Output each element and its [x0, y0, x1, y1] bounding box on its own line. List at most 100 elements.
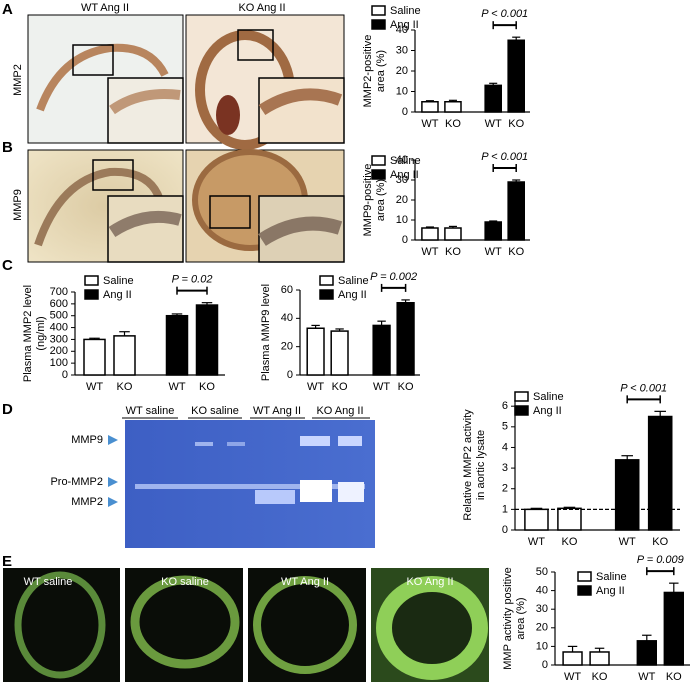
- legend-swatch: [514, 405, 529, 416]
- y-tick-label: 600: [50, 298, 68, 310]
- lane-label: KO Ang II: [316, 405, 363, 417]
- annotation: P < 0.001: [620, 382, 667, 394]
- legend-label: Saline: [103, 275, 134, 287]
- band-label: MMP9: [71, 434, 103, 446]
- x-tick-label: KO: [445, 246, 461, 258]
- bar: [524, 508, 549, 531]
- y-tick-label: 4: [502, 441, 508, 453]
- x-tick-label: WT: [528, 536, 545, 548]
- lane-label: KO saline: [191, 405, 239, 417]
- y-axis-label: area (%): [375, 179, 387, 221]
- x-tick-label: KO: [117, 381, 133, 393]
- legend-label: Ang II: [533, 405, 562, 417]
- x-tick-label: KO: [199, 381, 215, 393]
- legend-label: Saline: [390, 5, 421, 17]
- bar: [113, 335, 136, 376]
- bar: [83, 338, 106, 376]
- x-tick-label: WT: [485, 118, 502, 130]
- legend-label: Saline: [596, 571, 627, 583]
- bar: [557, 507, 582, 531]
- bar: [589, 651, 610, 666]
- x-tick-label: WT: [619, 536, 636, 548]
- x-tick-label: WT: [638, 671, 655, 683]
- x-tick-label: WT: [485, 246, 502, 258]
- y-tick-label: 10: [396, 85, 408, 97]
- fluorescence-images: [3, 568, 489, 682]
- legend-label: Ang II: [390, 169, 419, 181]
- annotation: P = 0.009: [637, 554, 684, 566]
- legend-swatch: [84, 289, 99, 300]
- y-axis-label: Plasma MMP2 level: [22, 285, 34, 382]
- y-tick-label: 20: [536, 622, 548, 634]
- annotation: P < 0.001: [481, 8, 528, 20]
- panel-letter: E: [2, 553, 12, 570]
- x-tick-label: KO: [445, 118, 461, 130]
- y-tick-label: 10: [536, 640, 548, 652]
- legend-label: Saline: [338, 275, 369, 287]
- lane-label: WT saline: [126, 405, 175, 417]
- panel-letter: C: [2, 257, 13, 274]
- y-axis-label: Relative MMP2 activity: [462, 409, 474, 521]
- bar: [444, 227, 462, 241]
- legend-swatch: [371, 19, 386, 30]
- bar: [195, 304, 219, 376]
- y-axis-label: area (%): [375, 50, 387, 92]
- gel-image: [125, 420, 375, 548]
- bar: [614, 459, 640, 531]
- bar: [507, 39, 525, 113]
- y-tick-label: 6: [502, 400, 508, 412]
- y-axis-label: MMP9-positive: [362, 164, 374, 237]
- y-tick-label: 0: [402, 106, 408, 118]
- band-arrows: [108, 435, 118, 507]
- y-tick-label: 40: [396, 24, 408, 36]
- y-tick-label: 2: [502, 483, 508, 495]
- y-tick-label: 400: [50, 321, 68, 333]
- y-tick-label: 100: [50, 357, 68, 369]
- y-axis-label: in aortic lysate: [475, 430, 487, 500]
- y-tick-label: 40: [396, 154, 408, 166]
- y-axis-label: Plasma MMP9 level: [260, 284, 272, 381]
- bar: [484, 84, 502, 113]
- y-axis-label: MMP2-positive: [362, 35, 374, 108]
- y-tick-label: 40: [281, 312, 293, 324]
- bar: [444, 101, 462, 113]
- annotation: P < 0.001: [481, 151, 528, 163]
- image-label: KO Ang II: [406, 576, 453, 588]
- bar: [396, 302, 415, 376]
- histology-images: [27, 14, 345, 263]
- y-tick-label: 700: [50, 286, 68, 298]
- y-tick-label: 5: [502, 421, 508, 433]
- legend-swatch: [371, 5, 386, 16]
- x-tick-label: WT: [86, 381, 103, 393]
- y-axis-label: (ng/ml): [35, 316, 47, 350]
- x-tick-label: KO: [561, 536, 577, 548]
- row-label: MMP2: [12, 64, 24, 96]
- y-tick-label: 0: [287, 369, 293, 381]
- x-tick-label: KO: [666, 671, 682, 683]
- legend-swatch: [514, 391, 529, 402]
- y-tick-label: 0: [402, 234, 408, 246]
- bar: [421, 101, 439, 113]
- image-label: KO saline: [161, 576, 209, 588]
- y-tick-label: 40: [536, 585, 548, 597]
- x-tick-label: WT: [168, 381, 185, 393]
- bar: [372, 324, 391, 376]
- y-tick-label: 200: [50, 345, 68, 357]
- bar: [663, 591, 684, 666]
- row-label: MMP9: [12, 189, 24, 221]
- legend-swatch: [371, 169, 386, 180]
- x-tick-label: WT: [373, 381, 390, 393]
- y-tick-label: 30: [396, 174, 408, 186]
- image-label: WT Ang II: [281, 576, 329, 588]
- y-tick-label: 0: [542, 659, 548, 671]
- annotation: P = 0.02: [172, 274, 213, 286]
- legend-label: Saline: [390, 155, 421, 167]
- legend-swatch: [577, 571, 592, 582]
- bar: [636, 640, 657, 666]
- band-label: Pro-MMP2: [50, 476, 103, 488]
- bar: [484, 221, 502, 241]
- legend-label: Ang II: [596, 585, 625, 597]
- x-tick-label: KO: [652, 536, 668, 548]
- legend-swatch: [577, 585, 592, 596]
